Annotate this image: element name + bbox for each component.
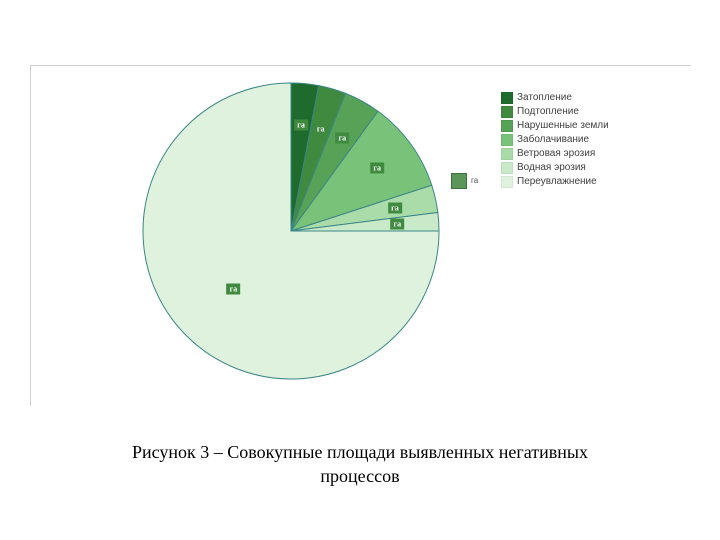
legend-swatch	[501, 106, 513, 118]
callout-box-label: га	[471, 176, 478, 185]
caption-line-2: процессов	[320, 466, 399, 486]
legend-label: Водная эрозия	[517, 161, 586, 175]
legend-swatch	[501, 134, 513, 146]
pie-slice-label: га	[294, 119, 308, 130]
legend-swatch	[501, 120, 513, 132]
legend-item: Затопление	[501, 91, 609, 105]
legend-label: Ветровая эрозия	[517, 147, 595, 161]
legend-swatch	[501, 92, 513, 104]
legend-swatch	[501, 176, 513, 188]
pie-slice-label: га	[370, 163, 384, 174]
figure-caption: Рисунок 3 – Совокупные площади выявленны…	[0, 440, 720, 488]
caption-line-1: Рисунок 3 – Совокупные площади выявленны…	[132, 442, 588, 462]
legend-item: Ветровая эрозия	[501, 147, 609, 161]
legend-item: Заболачивание	[501, 133, 609, 147]
pie-chart: гагагагагагага	[141, 81, 441, 381]
pie-slice-label: га	[314, 123, 328, 134]
legend-swatch	[501, 148, 513, 160]
legend-label: Подтопление	[517, 105, 579, 119]
pie-slice-label: га	[227, 283, 241, 294]
pie-slice-label: га	[336, 132, 350, 143]
legend-item: Переувлажнение	[501, 175, 609, 189]
legend-label: Переувлажнение	[517, 175, 597, 189]
legend-label: Нарушенные земли	[517, 119, 609, 133]
pie-svg	[141, 81, 441, 381]
legend: Затопление Подтопление Нарушенные земли …	[501, 91, 609, 189]
chart-frame: гагагагагагага га Затопление Подтопление…	[30, 65, 691, 406]
legend-label: Затопление	[517, 91, 572, 105]
pie-slice-label: га	[388, 202, 402, 213]
legend-item: Подтопление	[501, 105, 609, 119]
legend-item: Нарушенные земли	[501, 119, 609, 133]
pie-slice-label: га	[391, 219, 405, 230]
legend-label: Заболачивание	[517, 133, 589, 147]
legend-swatch	[501, 162, 513, 174]
callout-box	[451, 173, 467, 189]
legend-item: Водная эрозия	[501, 161, 609, 175]
